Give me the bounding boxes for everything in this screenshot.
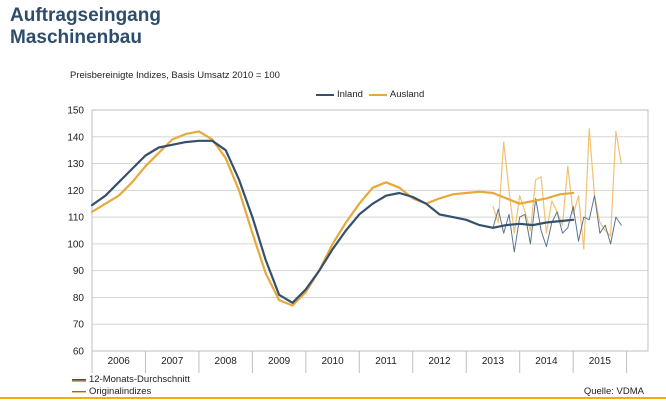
legend-swatch-ausland bbox=[368, 93, 387, 96]
x-tick-label-2008: 2008 bbox=[215, 356, 238, 367]
title-line-1: Auftragseingang bbox=[10, 5, 161, 26]
y-tick-label-130: 130 bbox=[67, 159, 84, 170]
legend-label-inland: Inland bbox=[337, 89, 363, 100]
x-tick-label-2006: 2006 bbox=[108, 356, 131, 367]
series-line-inland-original bbox=[492, 195, 622, 253]
top-legend: Inland Ausland bbox=[316, 89, 430, 100]
x-tick-label-2014: 2014 bbox=[535, 356, 558, 367]
x-tick-label-2011: 2011 bbox=[375, 356, 397, 367]
legend-swatch-average bbox=[72, 378, 86, 382]
y-tick-label-120: 120 bbox=[67, 186, 84, 197]
legend-label-ausland: Ausland bbox=[389, 89, 425, 100]
source-note: Quelle: VDMA bbox=[583, 386, 644, 397]
legend-swatch-inland bbox=[316, 93, 334, 96]
y-tick-label-80: 80 bbox=[73, 293, 85, 304]
x-tick-label-2015: 2015 bbox=[589, 356, 612, 367]
series-line-ausland-original bbox=[492, 128, 622, 250]
chart-title: Auftragseingang Maschinenbau bbox=[10, 5, 161, 49]
x-tick-label-2012: 2012 bbox=[428, 356, 451, 367]
legend-row-average: 12-Monats-Durchschnitt bbox=[72, 374, 190, 386]
y-tick-label-110: 110 bbox=[68, 213, 84, 224]
y-tick-label-70: 70 bbox=[73, 320, 85, 331]
plot-frame bbox=[91, 109, 649, 352]
x-tick-label-2009: 2009 bbox=[268, 356, 291, 367]
legend-item-inland: Inland bbox=[316, 89, 363, 100]
series-line-ausland-average bbox=[90, 130, 575, 307]
chart-subtitle: Preisbereinigte Indizes, Basis Umsatz 20… bbox=[70, 70, 280, 81]
x-tick-label-2010: 2010 bbox=[321, 356, 344, 367]
x-tick-label-2007: 2007 bbox=[161, 356, 184, 367]
legend-row-original: Originalindizes bbox=[72, 386, 190, 398]
legend-label-original: Originalindizes bbox=[89, 386, 152, 397]
legend-label-average: 12-Monats-Durchschnitt bbox=[89, 374, 190, 385]
y-tick-label-90: 90 bbox=[73, 266, 85, 277]
bottom-rule bbox=[0, 397, 666, 399]
legend-item-ausland: Ausland bbox=[368, 89, 425, 100]
bottom-legend: 12-Monats-Durchschnitt Originalindizes bbox=[72, 374, 190, 398]
series-line-inland-average bbox=[90, 139, 575, 304]
legend-swatch-original bbox=[72, 391, 86, 393]
y-tick-label-60: 60 bbox=[73, 347, 85, 358]
y-tick-label-100: 100 bbox=[67, 239, 84, 250]
y-tick-label-140: 140 bbox=[67, 132, 84, 143]
y-tick-label-150: 150 bbox=[67, 106, 84, 117]
x-tick-label-2013: 2013 bbox=[482, 356, 505, 367]
title-line-2: Maschinenbau bbox=[10, 27, 142, 48]
